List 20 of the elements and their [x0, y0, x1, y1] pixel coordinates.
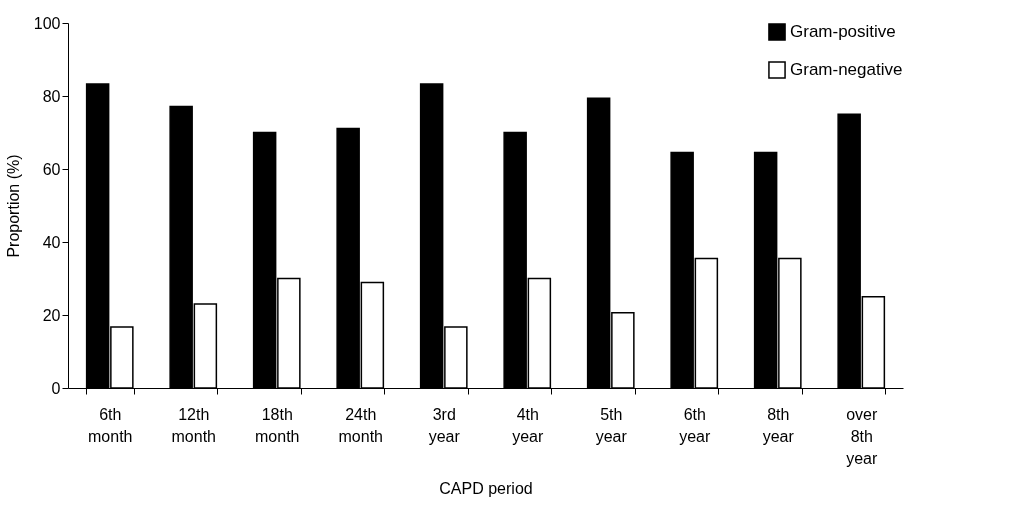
x-tick-label: 4th year: [512, 405, 544, 445]
x-tick-label: 24th month: [338, 405, 383, 445]
x-tick-label: 3rd year: [428, 405, 461, 445]
y-tick-label: 40: [42, 233, 61, 251]
y-tick-label: 60: [42, 160, 61, 178]
y-tick-label: 80: [42, 87, 61, 105]
legend-label: Gram-positive: [790, 22, 896, 41]
x-axis-title: CAPD period: [439, 479, 533, 497]
x-tick-label: over 8th year: [846, 405, 878, 467]
legend-label: Gram-negative: [790, 60, 903, 79]
y-tick-label: 100: [33, 14, 61, 32]
x-tick-label: 5th year: [595, 405, 628, 445]
y-axis-title: Proportion (%): [4, 154, 22, 258]
x-tick-label: 6th month: [88, 405, 133, 445]
x-tick-label: 8th year: [762, 405, 795, 445]
x-tick-label: 12th month: [171, 405, 216, 445]
y-tick-label: 20: [42, 306, 61, 324]
x-tick-label: 18th month: [255, 405, 300, 445]
y-tick-label: 0: [51, 379, 61, 397]
x-tick-label: 6th year: [679, 405, 711, 445]
